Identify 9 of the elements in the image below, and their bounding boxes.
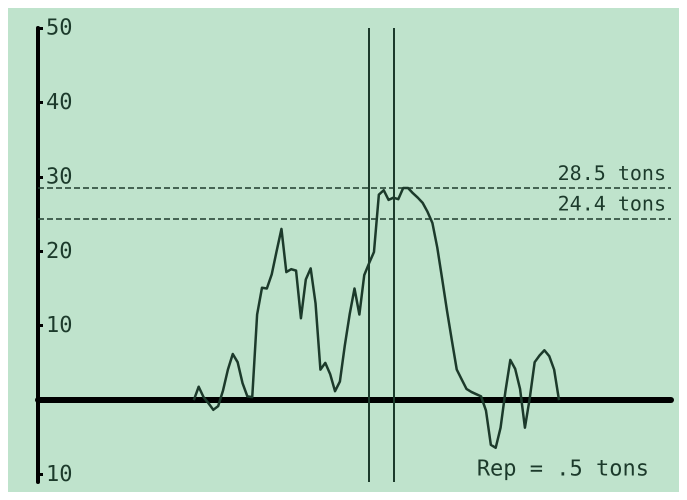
annotation: Rep = .5 tons	[476, 456, 649, 482]
y-tick-label: 40	[46, 90, 72, 115]
ref-line-label: 28.5 tons	[558, 161, 666, 186]
y-tick-label: 50	[46, 16, 72, 40]
y-tick-label: 20	[46, 238, 72, 264]
ref-line-label: 24.4 tons	[558, 192, 666, 216]
y-tick-label: 30	[46, 164, 72, 190]
y-tick-label: 10	[46, 462, 72, 488]
y-tick-label: 10	[46, 313, 72, 338]
